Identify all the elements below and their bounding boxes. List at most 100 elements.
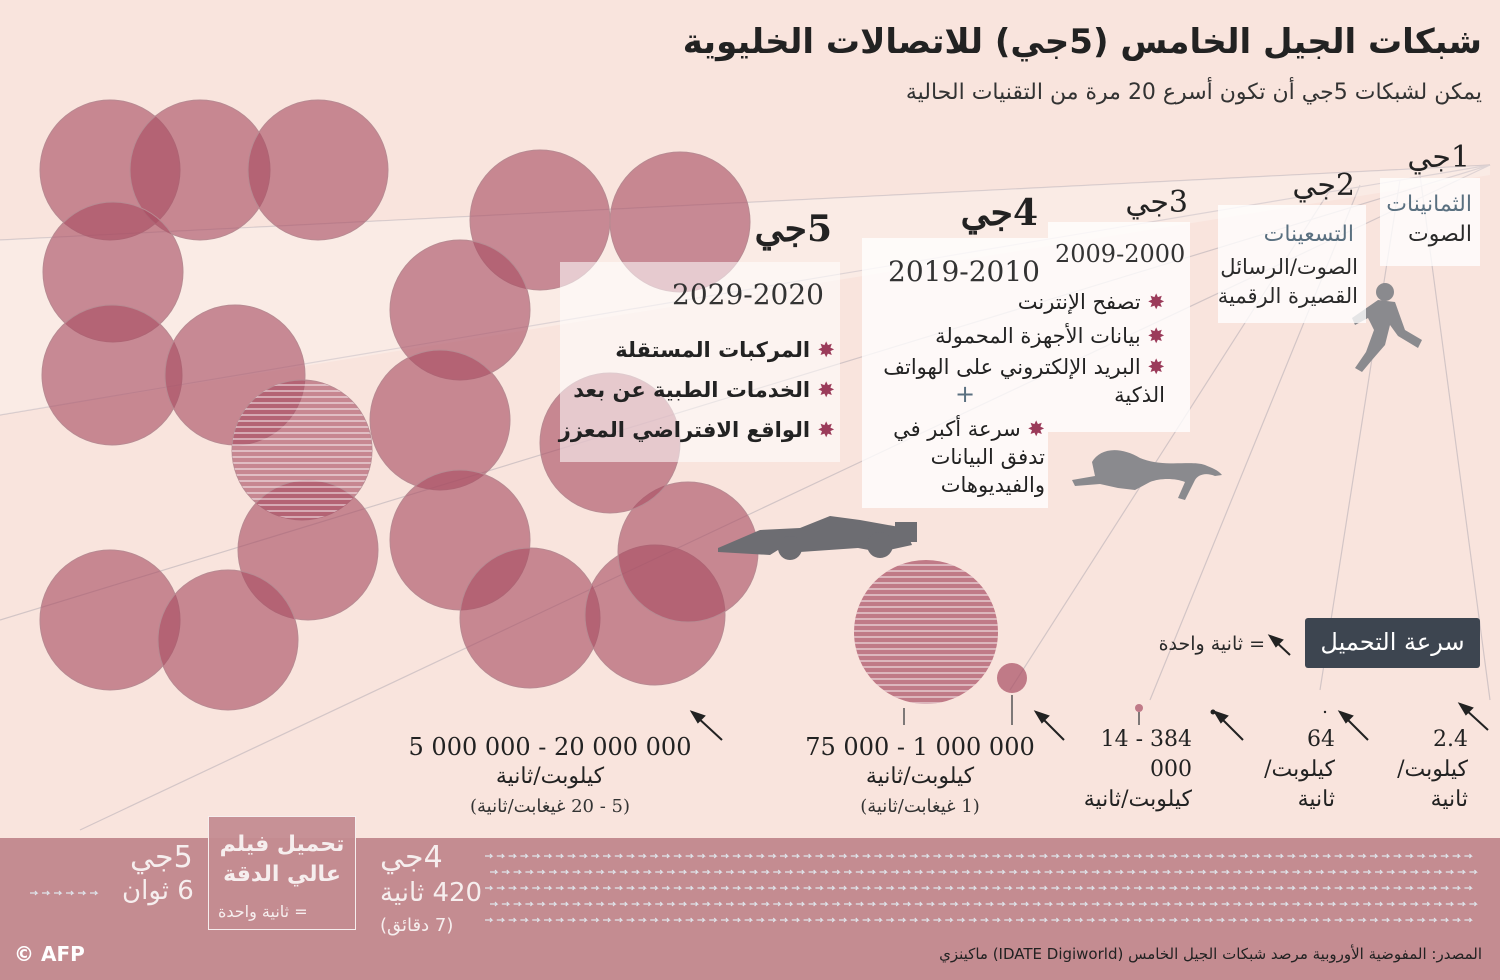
second-arrow-4g — [567, 917, 577, 923]
second-arrow-4g — [832, 869, 841, 875]
second-arrow-4g — [1103, 901, 1113, 907]
second-arrow-4g — [980, 917, 990, 923]
second-arrow-4g — [520, 885, 529, 891]
second-arrow-4g — [732, 917, 742, 923]
second-arrow-4g — [490, 901, 499, 907]
gen-5g-label: 5جي — [754, 208, 832, 250]
second-arrow-4g — [921, 917, 931, 923]
second-arrow-4g — [1044, 901, 1054, 907]
second-arrow-4g — [938, 869, 947, 875]
panel-4g — [862, 238, 1048, 508]
second-arrow-4g — [768, 917, 777, 923]
second-arrow-4g — [549, 901, 558, 907]
race-car-icon — [718, 516, 917, 560]
second-arrow-4g — [1370, 853, 1379, 859]
second-arrow-4g — [650, 917, 659, 923]
second-arrow-4g — [1434, 901, 1443, 907]
movie-5g-label: 5جي — [130, 840, 193, 875]
panel-5g — [560, 262, 840, 462]
second-arrow-4g — [844, 869, 853, 875]
gen-1g-services: الصوت — [1408, 222, 1472, 247]
second-arrow-4g — [1351, 869, 1360, 875]
second-arrow-4g — [1381, 853, 1391, 859]
second-arrow-4g — [579, 885, 588, 891]
second-arrow-4g — [1009, 869, 1018, 875]
second-arrow-4g — [874, 917, 883, 923]
second-arrow-4g — [1381, 917, 1391, 923]
second-arrow-4g — [839, 885, 848, 891]
second-arrow-4g — [773, 901, 782, 907]
second-arrow-4g — [560, 901, 570, 907]
second-arrow-4g — [1021, 901, 1030, 907]
second-arrow-4g — [1405, 853, 1414, 859]
second-arrow-4g — [1280, 901, 1290, 907]
plus-sign: + — [955, 380, 976, 408]
second-arrow-4g — [1216, 853, 1226, 859]
second-arrow-4g — [839, 917, 848, 923]
second-arrow-4g — [1240, 885, 1249, 891]
second-arrow-4g — [1429, 885, 1438, 891]
second-arrow-4g — [1346, 885, 1355, 891]
second-arrow-4g — [756, 885, 765, 891]
second-arrow-4g — [567, 885, 577, 891]
second-arrow-4g — [638, 885, 647, 891]
second-arrow-4g — [1322, 917, 1332, 923]
second-arrow-4g — [709, 917, 718, 923]
second-arrow-4g — [1275, 917, 1285, 923]
second-arrow-4g — [1381, 885, 1391, 891]
second-arrow-4g — [678, 869, 688, 875]
download-speed-badge: سرعة التحميل — [1305, 618, 1480, 668]
second-arrow-4g — [626, 853, 636, 859]
second-arrow-4g — [1311, 917, 1320, 923]
second-arrow-4g — [1181, 885, 1190, 891]
second-arrow-4g — [572, 869, 582, 875]
second-arrow-4g — [815, 917, 824, 923]
second-arrow-4g — [1358, 917, 1367, 923]
second-arrow-4g — [1198, 869, 1207, 875]
cheetah-icon — [1072, 450, 1222, 500]
second-arrow-4g — [803, 853, 813, 859]
feature-item: ✸ البريد الإلكتروني على الهواتف الذكية — [883, 355, 1165, 407]
second-arrow-4g — [1080, 869, 1089, 875]
second-arrow-4g — [737, 901, 747, 907]
second-arrow-4g — [614, 885, 624, 891]
second-arrow-4g — [1287, 853, 1296, 859]
second-arrow-4g — [749, 901, 759, 907]
feature-item: ✸ بيانات الأجهزة المحمولة — [935, 324, 1165, 348]
second-arrow-4g — [643, 869, 652, 875]
second-arrow-4g — [579, 917, 588, 923]
second-arrow-4g — [1134, 853, 1143, 859]
second-arrow-4g — [768, 853, 777, 859]
second-arrow-4g — [903, 869, 912, 875]
speed-dot-1g — [1323, 710, 1327, 714]
second-arrow-4g — [1346, 853, 1355, 859]
second-arrow-4g — [537, 869, 546, 875]
second-arrow-4g — [1098, 917, 1108, 923]
second-arrow-4g — [780, 853, 789, 859]
second-arrow-4g — [796, 901, 806, 907]
second-arrow-4g — [867, 901, 877, 907]
second-arrow-4g — [1169, 885, 1178, 891]
gen-1g-era: الثمانينات — [1386, 192, 1472, 217]
second-arrow-4g — [1233, 901, 1242, 907]
second-arrow-4g — [886, 885, 895, 891]
second-arrow-4g — [1091, 869, 1101, 875]
second-arrow-4g — [1086, 885, 1096, 891]
second-arrow-4g — [1299, 885, 1308, 891]
second-arrow-4g — [555, 853, 565, 859]
second-arrow-4g — [1263, 917, 1273, 923]
second-arrow-4g — [808, 869, 818, 875]
second-arrow-4g — [596, 901, 605, 907]
second-arrow-4g — [690, 869, 700, 875]
second-arrow-4g — [655, 869, 664, 875]
second-arrow-4g — [1464, 917, 1473, 923]
second-arrow-4g — [555, 885, 565, 891]
second-arrow-4g — [850, 853, 860, 859]
second-arrow-5g — [30, 890, 39, 896]
speed-4g: 75 000 - 1 000 000 كيلوبت/ثانية (1 غيغاب… — [805, 733, 1035, 817]
second-arrow-4g — [761, 869, 770, 875]
second-arrow-4g — [1327, 869, 1337, 875]
movie-title-box — [208, 816, 356, 930]
second-arrow-4g — [850, 917, 860, 923]
second-arrow-4g — [1386, 869, 1396, 875]
